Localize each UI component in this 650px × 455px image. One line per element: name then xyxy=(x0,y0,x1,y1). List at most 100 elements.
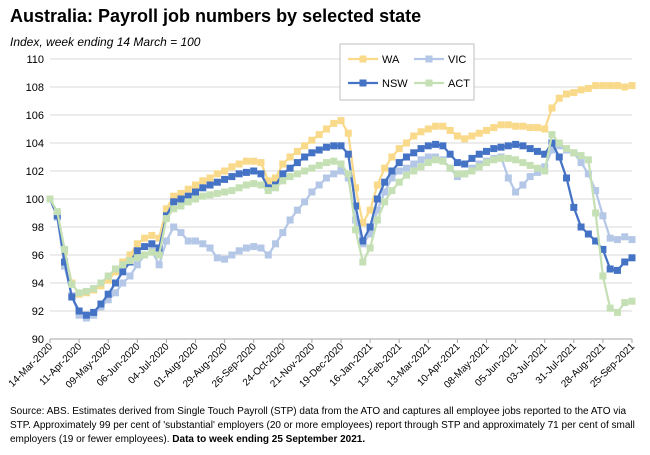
data-point xyxy=(46,195,54,203)
data-point xyxy=(475,163,483,171)
data-point xyxy=(264,251,272,259)
data-point xyxy=(388,174,396,182)
data-point xyxy=(628,254,636,262)
data-point xyxy=(432,140,440,148)
data-point xyxy=(439,142,447,150)
data-point xyxy=(199,192,207,200)
data-point xyxy=(119,261,127,269)
data-point xyxy=(126,257,134,265)
data-point xyxy=(468,167,476,175)
data-point xyxy=(504,121,512,129)
data-point xyxy=(301,153,309,161)
data-point xyxy=(453,159,461,167)
data-point xyxy=(373,206,381,214)
data-point xyxy=(555,94,563,102)
data-point xyxy=(75,307,83,315)
data-point xyxy=(628,236,636,244)
data-point xyxy=(606,304,614,312)
data-point xyxy=(141,243,149,251)
data-point xyxy=(170,198,178,206)
data-point xyxy=(235,160,243,168)
data-point xyxy=(221,167,229,175)
data-point xyxy=(235,184,243,192)
data-point xyxy=(293,206,301,214)
data-point xyxy=(577,86,585,94)
data-point xyxy=(410,132,418,140)
data-point xyxy=(337,160,345,168)
data-point xyxy=(512,122,520,130)
data-point xyxy=(577,223,585,231)
data-point xyxy=(592,187,600,195)
data-point xyxy=(272,184,280,192)
data-point xyxy=(490,124,498,132)
data-point xyxy=(68,280,76,288)
legend-item-nsw: NSW xyxy=(348,78,408,90)
legend-label: WA xyxy=(382,54,400,66)
data-point xyxy=(257,159,265,167)
data-point xyxy=(119,279,127,287)
data-point xyxy=(555,139,563,147)
data-point xyxy=(613,266,621,274)
data-point xyxy=(133,254,141,262)
data-point xyxy=(402,153,410,161)
data-point xyxy=(257,244,265,252)
data-point xyxy=(628,297,636,305)
data-point xyxy=(519,159,527,167)
data-point xyxy=(402,139,410,147)
data-point xyxy=(61,258,69,266)
data-point xyxy=(315,181,323,189)
data-point xyxy=(264,187,272,195)
data-point xyxy=(170,205,178,213)
data-point xyxy=(192,195,199,203)
y-tick-label: 102 xyxy=(26,166,44,178)
data-point xyxy=(402,164,410,172)
data-point xyxy=(97,300,105,308)
data-point xyxy=(199,240,207,248)
data-point xyxy=(242,168,250,176)
data-point xyxy=(570,89,578,97)
data-point xyxy=(512,156,520,164)
data-point xyxy=(439,157,447,165)
data-point xyxy=(184,198,192,206)
data-point xyxy=(584,230,592,238)
data-point xyxy=(366,244,374,252)
data-point xyxy=(206,191,214,199)
data-point xyxy=(199,184,207,192)
y-tick-label: 106 xyxy=(26,110,44,122)
data-point xyxy=(490,156,498,164)
data-point xyxy=(504,142,512,150)
data-point xyxy=(366,223,374,231)
data-point xyxy=(68,293,76,301)
data-point xyxy=(184,185,192,193)
legend-item-act: ACT xyxy=(414,78,470,90)
series-nsw xyxy=(46,139,636,319)
data-point xyxy=(613,82,621,90)
data-point xyxy=(293,170,301,178)
data-point xyxy=(221,188,229,196)
data-point xyxy=(497,154,505,162)
data-point xyxy=(279,170,287,178)
data-point xyxy=(61,245,69,253)
data-point xyxy=(533,164,541,172)
data-point xyxy=(170,223,178,231)
data-point xyxy=(344,170,352,178)
data-point xyxy=(148,248,156,256)
data-point xyxy=(424,153,432,161)
data-point xyxy=(533,124,541,132)
data-point xyxy=(504,154,512,162)
data-point xyxy=(352,184,360,192)
data-point xyxy=(519,181,527,189)
data-point xyxy=(344,150,352,158)
data-point xyxy=(555,153,563,161)
data-point xyxy=(126,251,134,259)
data-point xyxy=(82,311,90,319)
data-point xyxy=(286,173,294,181)
data-point xyxy=(628,82,636,90)
data-point xyxy=(453,170,461,178)
data-point xyxy=(286,164,294,172)
data-point xyxy=(250,243,258,251)
data-point xyxy=(483,126,490,134)
y-tick-label: 94 xyxy=(32,278,44,290)
data-point xyxy=(475,150,483,158)
y-tick-label: 108 xyxy=(26,82,44,94)
